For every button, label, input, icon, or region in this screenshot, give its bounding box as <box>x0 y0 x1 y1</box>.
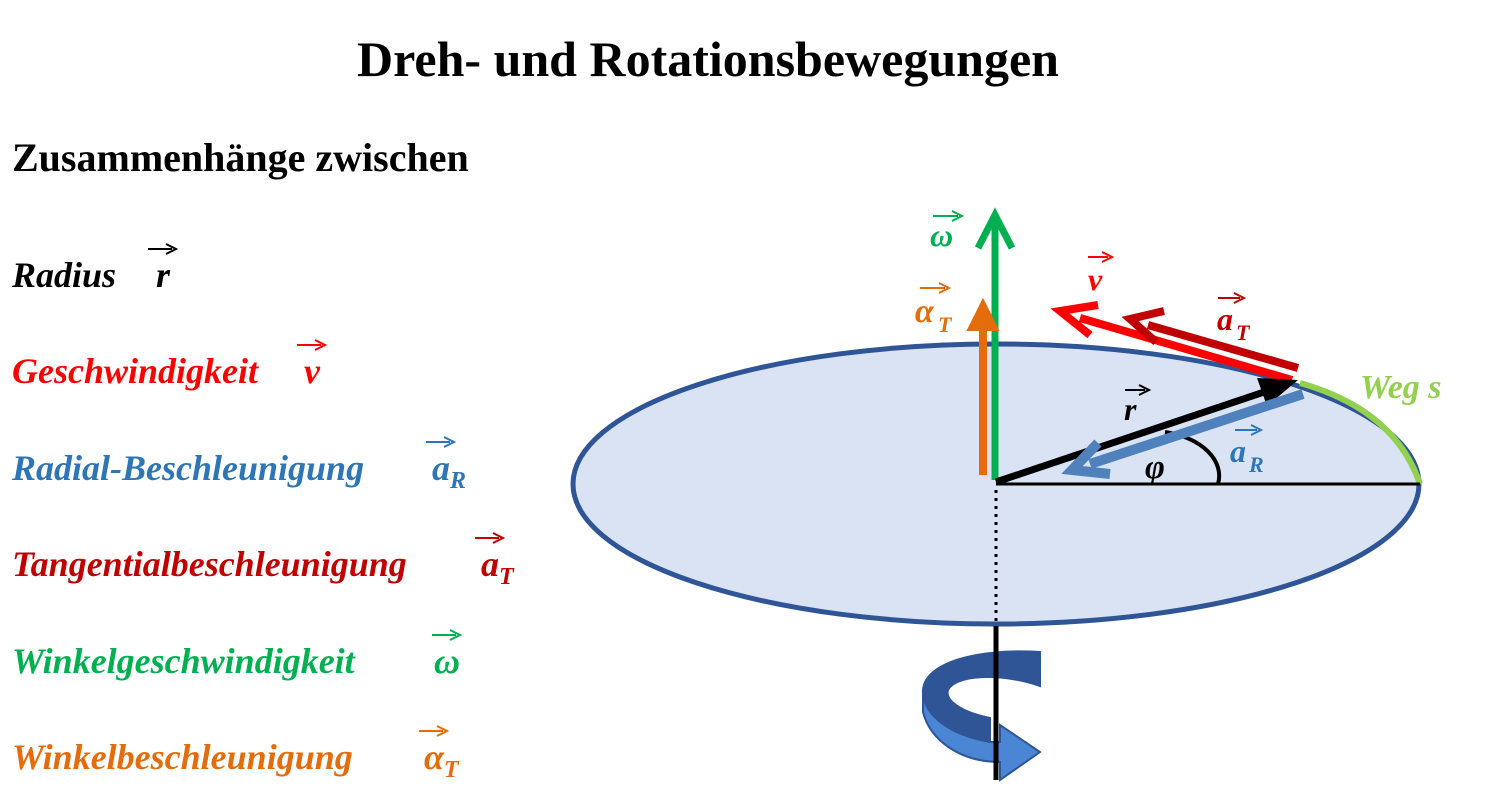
svg-text:v: v <box>1088 261 1103 297</box>
vector-arrow-icon <box>426 436 457 448</box>
radius-label: r <box>1124 384 1152 427</box>
subtitle: Zusammenhänge zwischen <box>12 135 469 180</box>
vector-arrow-icon <box>418 725 450 737</box>
omega-vector-arrow <box>974 207 1016 480</box>
legend-label-velocity: Geschwindigkeit <box>12 351 259 391</box>
svg-text:α: α <box>915 293 935 330</box>
svg-text:R: R <box>1248 452 1264 477</box>
legend-symbol-radius: r <box>148 243 179 296</box>
svg-text:r: r <box>1124 391 1137 427</box>
svg-text:T: T <box>938 312 953 337</box>
legend-label-angular-velocity: Winkelgeschwindigkeit <box>12 641 355 681</box>
legend-symbol-velocity: v <box>296 339 328 392</box>
rotation-direction-arrow <box>921 650 1042 782</box>
velocity-vector-arrow <box>1050 301 1294 384</box>
alpha-vector-arrow <box>966 297 1000 475</box>
path-label: Weg s <box>1360 369 1442 406</box>
velocity-label: v <box>1088 251 1115 297</box>
legend-symbol-radial-acceleration: aR <box>426 436 466 495</box>
legend-label-radius: Radius <box>12 255 117 295</box>
radial-acceleration-vector-arrow <box>1061 389 1305 479</box>
path-arc <box>1299 380 1423 485</box>
tangential-acceleration-label: a T <box>1217 292 1251 345</box>
legend-symbol-angular-velocity: ω <box>432 629 463 682</box>
tangential-acceleration-vector-arrow <box>1121 307 1300 372</box>
angle-label: φ <box>1145 449 1165 486</box>
svg-text:T: T <box>1236 320 1251 345</box>
vector-arrow-icon <box>148 243 179 255</box>
legend-symbol-tangential-acceleration: aT <box>475 532 514 591</box>
legend-label-angular-acceleration: Winkelbeschleunigung <box>12 737 353 777</box>
svg-text:a: a <box>1217 301 1233 337</box>
page-title: Dreh- und Rotationsbewegungen <box>357 31 1059 87</box>
radial-acceleration-label: a R <box>1230 424 1264 477</box>
omega-label: ω <box>930 210 965 253</box>
vector-arrow-icon <box>432 629 463 641</box>
legend-symbol-angular-acceleration: αT <box>418 725 459 784</box>
vector-arrow-icon <box>296 339 328 351</box>
svg-text:ω: ω <box>930 217 953 253</box>
legend-label-tangential-acceleration: Tangentialbeschleunigung <box>12 544 407 584</box>
legend-label-radial-acceleration: Radial-Beschleunigung <box>12 448 365 488</box>
alpha-label: α T <box>915 282 953 337</box>
vector-arrow-icon <box>475 532 506 544</box>
radius-vector-arrow <box>994 378 1298 486</box>
svg-text:a: a <box>1230 433 1246 469</box>
